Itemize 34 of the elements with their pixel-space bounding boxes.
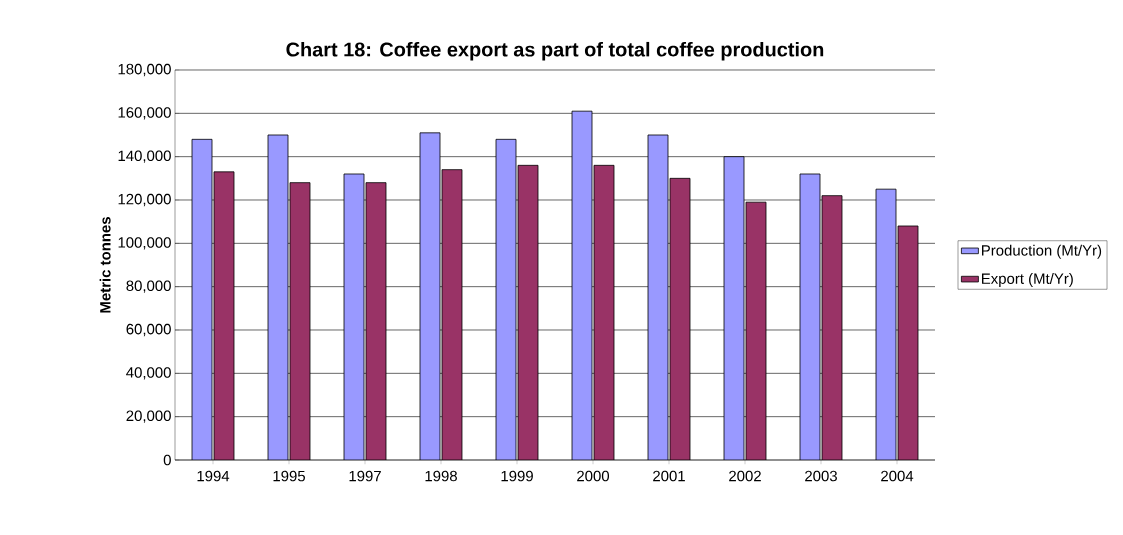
y-tick-label: 160,000 [118, 107, 171, 120]
y-tick-label: 0 [163, 454, 171, 466]
x-tick-label: 2002 [729, 470, 761, 482]
y-axis-title: Metric tonnes [99, 217, 111, 313]
x-tick-label: 2004 [881, 470, 914, 482]
bar [365, 182, 387, 460]
y-tick-label: 180,000 [118, 63, 171, 77]
bar [419, 132, 441, 460]
x-tick-label: 1999 [501, 470, 533, 482]
y-tick-label: 120,000 [118, 193, 171, 207]
y-tick-label: 20,000 [126, 410, 171, 423]
bar [213, 171, 235, 460]
bar [821, 195, 843, 460]
x-tick-label: 2003 [805, 470, 837, 482]
legend-label: Production (Mt/Yr) [982, 244, 1102, 259]
y-tick-label: 40,000 [126, 367, 171, 380]
bar [441, 169, 463, 460]
chart-title: Chart 18: Coffee export as part of total coffee production [286, 41, 824, 61]
y-tick-label: 100,000 [118, 237, 171, 250]
bar [191, 138, 213, 460]
x-tick-label: 1995 [273, 470, 305, 482]
x-tick-label: 1994 [197, 470, 230, 482]
bar [723, 156, 745, 460]
bar [571, 110, 593, 460]
bar [495, 138, 517, 460]
bar [289, 182, 311, 460]
legend-label: Export (Mt/Yr) [982, 272, 1073, 287]
x-tick-label: 1997 [349, 470, 381, 482]
x-tick-label: 2001 [653, 470, 685, 482]
y-tick-label: 140,000 [118, 150, 171, 163]
y-tick-label: 80,000 [126, 280, 171, 293]
x-tick-label: 2000 [577, 470, 610, 482]
x-tick-label: 1998 [425, 470, 457, 482]
y-tick-label: 60,000 [126, 323, 171, 337]
